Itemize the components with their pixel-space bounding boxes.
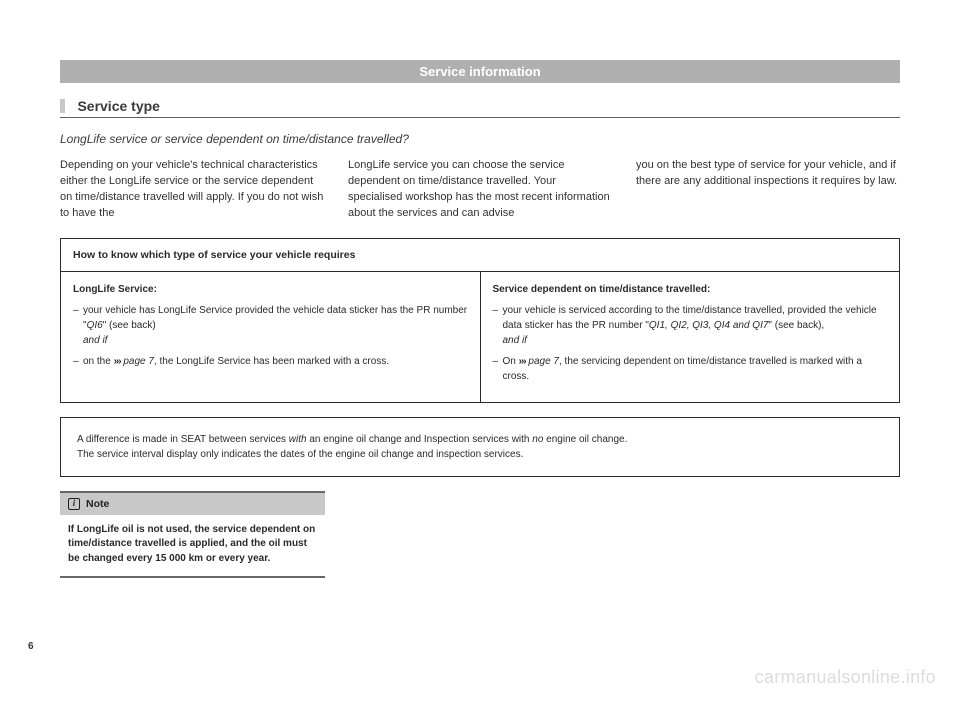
note-body: If LongLife oil is not used, the service… xyxy=(60,515,325,577)
how-to-know-body: LongLife Service: – your vehicle has Lon… xyxy=(61,272,899,402)
watermark: carmanualsonline.info xyxy=(755,667,936,688)
txt-code: QI1, QI2, QI3, QI4 and QI7 xyxy=(649,320,769,331)
diff-line-2: The service interval display only indica… xyxy=(77,447,883,462)
diff-line-1: A difference is made in SEAT between ser… xyxy=(77,432,883,447)
txt-part: A difference is made in SEAT between ser… xyxy=(77,434,289,445)
txt-part: On xyxy=(503,356,519,367)
dash-icon: – xyxy=(493,354,503,384)
txt-part: on the xyxy=(83,356,114,367)
txt-italic: with xyxy=(289,434,307,445)
left-bullet-2: – on the ››› page 7, the LongLife Servic… xyxy=(73,354,468,369)
note-title: Note xyxy=(86,498,109,510)
txt-italic: no xyxy=(532,434,543,445)
intro-col-3: you on the best type of service for your… xyxy=(636,158,900,222)
page-number: 6 xyxy=(28,641,34,652)
right-lead: Service dependent on time/distance trave… xyxy=(493,282,888,297)
note-callout: i Note If LongLife oil is not used, the … xyxy=(60,491,325,579)
chevron-icon: ››› xyxy=(114,356,121,367)
txt-part: " (see back), xyxy=(768,320,824,331)
page-content: Service information Service type LongLif… xyxy=(0,0,960,578)
txt-part: engine oil change. xyxy=(543,434,627,445)
section-title-row: Service type xyxy=(60,97,900,118)
left-bullet-1-text: your vehicle has LongLife Service provid… xyxy=(83,303,468,348)
left-lead: LongLife Service: xyxy=(73,282,468,297)
right-bullet-1: – your vehicle is serviced according to … xyxy=(493,303,888,348)
txt-part: " (see back) xyxy=(103,320,156,331)
left-bullet-2-text: on the ››› page 7, the LongLife Service … xyxy=(83,354,468,369)
page-ref: page 7 xyxy=(526,356,559,367)
txt-code: QI6 xyxy=(87,320,103,331)
txt-andif: and if xyxy=(83,335,107,346)
section-subtitle: LongLife service or service dependent on… xyxy=(60,132,900,146)
dash-icon: – xyxy=(73,303,83,348)
difference-note-box: A difference is made in SEAT between ser… xyxy=(60,417,900,477)
intro-col-1: Depending on your vehicle's technical ch… xyxy=(60,158,324,222)
right-bullet-1-text: your vehicle is serviced according to th… xyxy=(503,303,888,348)
chevron-icon: ››› xyxy=(519,356,526,367)
left-bullet-1: – your vehicle has LongLife Service prov… xyxy=(73,303,468,348)
info-icon: i xyxy=(68,498,80,510)
note-header: i Note xyxy=(60,493,325,515)
how-col-right: Service dependent on time/distance trave… xyxy=(480,272,900,402)
section-tab-icon xyxy=(60,99,65,113)
right-bullet-2: – On ››› page 7, the servicing dependent… xyxy=(493,354,888,384)
intro-columns: Depending on your vehicle's technical ch… xyxy=(60,158,900,222)
txt-part: , the LongLife Service has been marked w… xyxy=(154,356,389,367)
banner-title: Service information xyxy=(60,60,900,83)
how-to-know-box: How to know which type of service your v… xyxy=(60,238,900,403)
section-title: Service type xyxy=(77,98,160,114)
txt-andif: and if xyxy=(503,335,527,346)
how-col-left: LongLife Service: – your vehicle has Lon… xyxy=(61,272,480,402)
txt-part: an engine oil change and Inspection serv… xyxy=(307,434,533,445)
how-to-know-header: How to know which type of service your v… xyxy=(61,239,899,272)
dash-icon: – xyxy=(73,354,83,369)
right-bullet-2-text: On ››› page 7, the servicing dependent o… xyxy=(503,354,888,384)
page-ref: page 7 xyxy=(121,356,154,367)
dash-icon: – xyxy=(493,303,503,348)
intro-col-2: LongLife service you can choose the serv… xyxy=(348,158,612,222)
